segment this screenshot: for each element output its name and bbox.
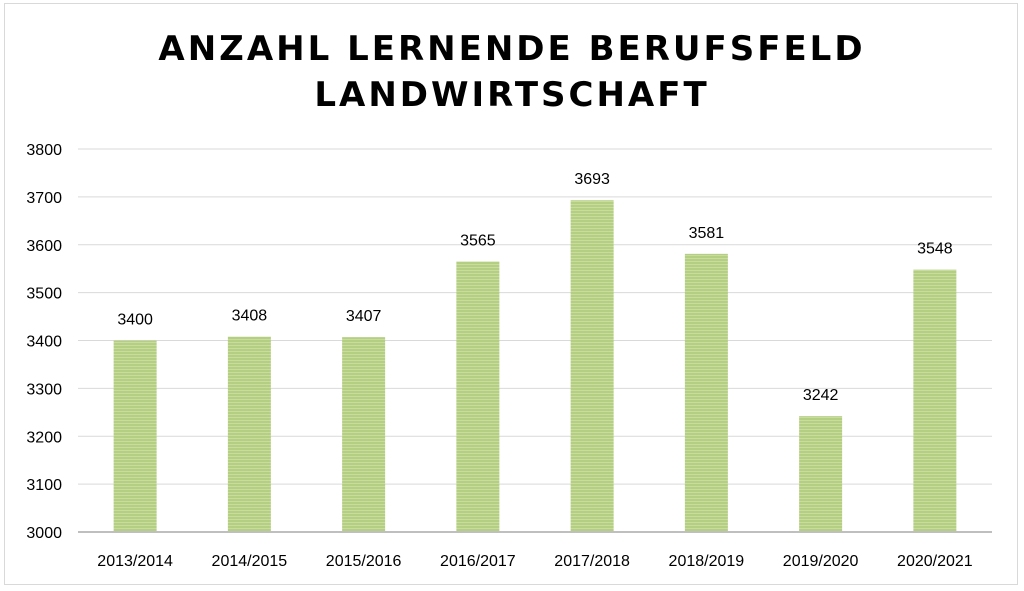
x-tick-label: 2018/2019 [669,553,745,570]
bar [684,253,728,532]
bar [456,261,500,532]
chart-title-line-2: LANDWIRTSCHAFT [314,75,710,115]
data-label: 3581 [689,225,725,242]
y-tick-label: 3800 [26,142,62,159]
bar [227,336,271,532]
labels: 3000 3100 3200 3300 3400 3500 3600 3700 3800 3400… [26,142,972,570]
y-tick-label: 3400 [26,334,62,351]
x-tick-label: 2017/2018 [554,553,630,570]
x-tick-label: 2019/2020 [783,553,859,570]
y-tick-label: 3600 [26,238,62,255]
bar [342,337,386,532]
data-label: 3400 [117,312,153,329]
y-tick-label: 3100 [26,477,62,494]
bar [799,416,843,532]
data-label: 3408 [232,308,268,325]
y-tick-label: 3500 [26,286,62,303]
chart-frame [4,3,1018,585]
y-tick-label: 3200 [26,429,62,446]
bars [113,200,957,532]
data-label: 3548 [917,241,953,258]
data-label: 3565 [460,233,496,250]
x-tick-label: 2020/2021 [897,553,973,570]
y-tick-label: 3700 [26,190,62,207]
bar [913,269,957,532]
x-tick-label: 2013/2014 [97,553,173,570]
data-label: 3693 [574,171,610,188]
y-tick-label: 3300 [26,381,62,398]
x-tick-label: 2015/2016 [326,553,402,570]
chart-title-line-1: ANZAHL LERNENDE BERUFSFELD [158,29,866,69]
chart-title: ANZAHL LERNENDE BERUFSFELD LANDWIRTSCHAF… [0,26,1024,118]
x-tick-label: 2016/2017 [440,553,516,570]
gridlines [78,148,992,485]
bar [113,340,157,532]
x-tick-label: 2014/2015 [212,553,288,570]
data-label: 3242 [803,387,839,404]
y-tick-label: 3000 [26,525,62,542]
data-label: 3407 [346,308,382,325]
bar [570,200,614,532]
